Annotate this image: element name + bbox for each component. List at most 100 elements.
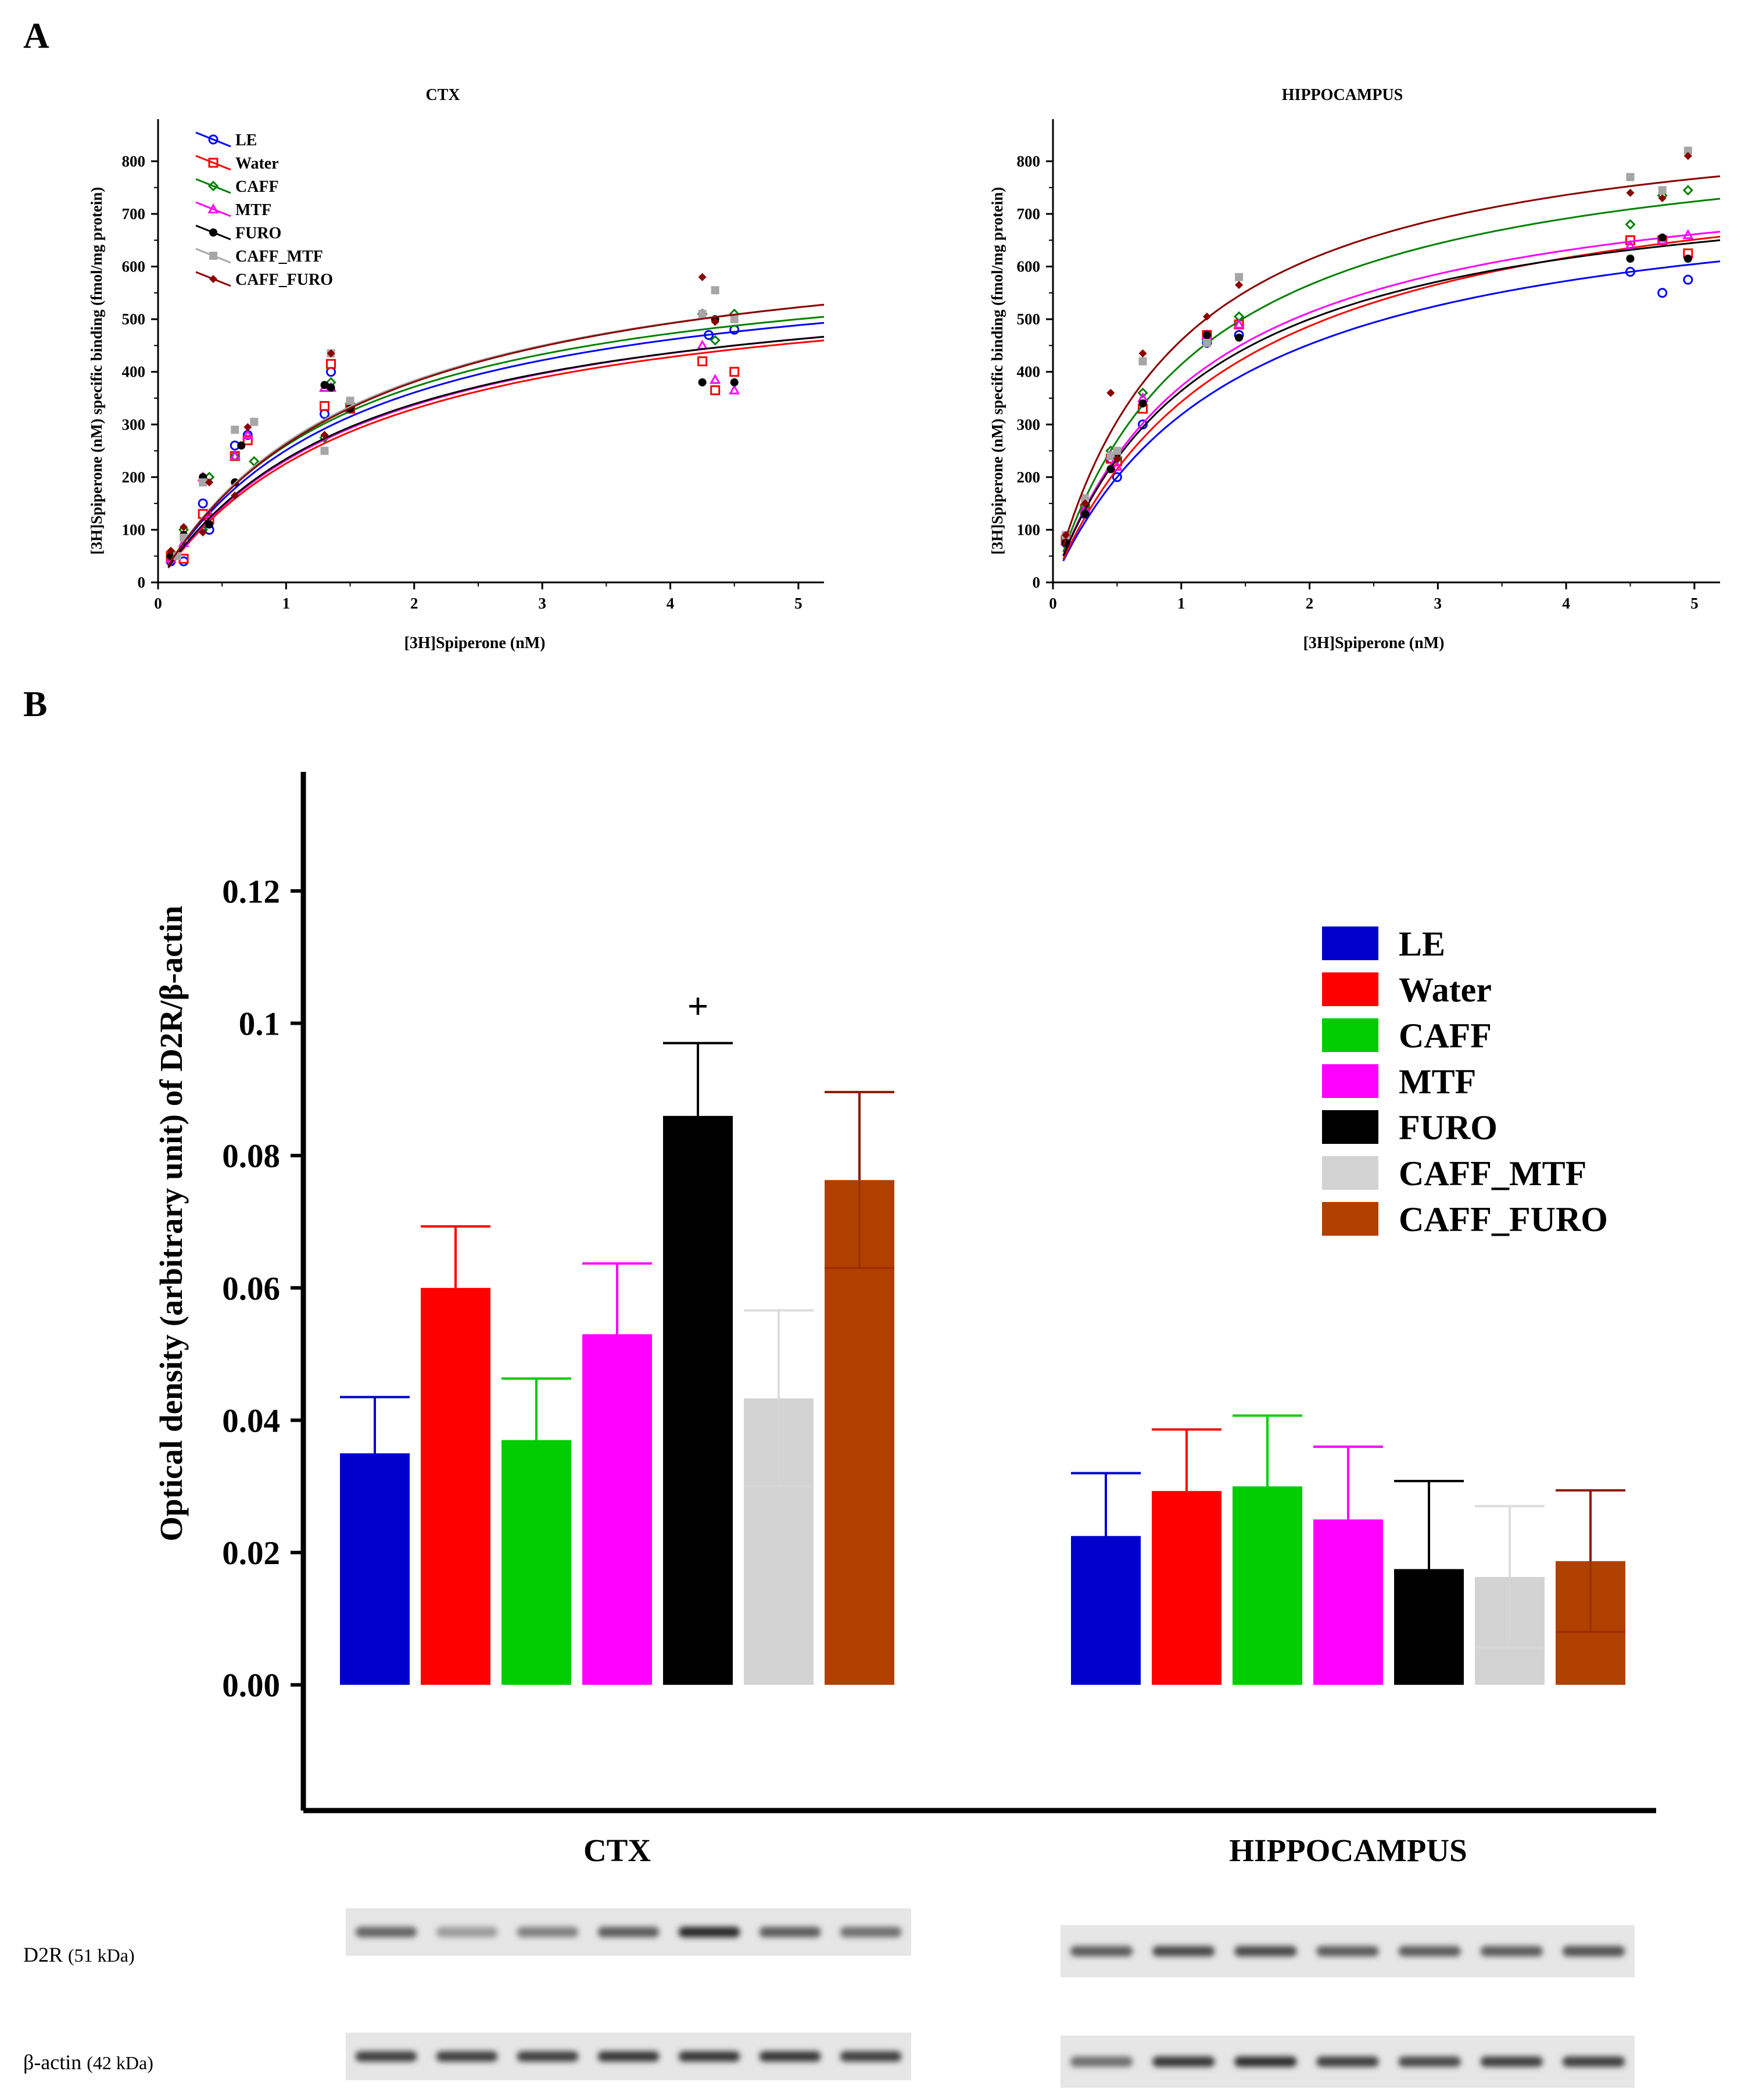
ctx-point-water: [729, 367, 740, 377]
ctx-point-caff_furo: [698, 273, 707, 281]
bar-legend-label-furo: FURO: [1399, 1108, 1498, 1147]
hip-y-tick-label: 200: [1017, 468, 1041, 486]
hip-x-tick-label: 4: [1562, 595, 1570, 612]
ctx-point-mtf: [710, 374, 721, 384]
hip-point-furo: [1106, 465, 1115, 474]
hippocampus-binding-plot: HIPPOCAMPUS [3H]Spiperone (nM) specific …: [988, 86, 1721, 652]
blot-band-ctx-d2r: [759, 1927, 821, 1937]
ctx-legend-marker: [209, 228, 217, 237]
bar-legend-swatch-water: [1322, 972, 1378, 1006]
hip-point-caff_mtf: [1235, 273, 1244, 281]
ctx-binding-plot: CTX [3H]Spiperone (nM) specific binding …: [88, 86, 825, 652]
bar-legend-label-caff: CAFF: [1399, 1017, 1492, 1055]
legend-label-caff_furo: CAFF_FURO: [235, 271, 333, 289]
bar-legend-swatch-caff: [1322, 1018, 1378, 1052]
hip-x-tick-label: 1: [1177, 595, 1185, 612]
ctx-point-water: [320, 401, 329, 412]
ctx-fit-curve-furo: [167, 336, 825, 568]
blot-band-hip-actin: [1234, 2056, 1297, 2067]
bar-legend-swatch-furo: [1322, 1110, 1378, 1144]
legend-label-caff_mtf: CAFF_MTF: [235, 248, 323, 266]
bar-y-tick-label: 0.1: [239, 1006, 280, 1043]
ctx-x-tick-label: 4: [667, 595, 675, 612]
bar-legend-label-caff_furo: CAFF_FURO: [1399, 1200, 1608, 1239]
ctx-y-tick-label: 300: [122, 416, 146, 433]
blot-band-ctx-actin: [517, 2051, 579, 2062]
ctx-point-caff_furo: [231, 491, 239, 500]
hip-point-caff_furo: [1106, 388, 1115, 397]
hip-point-caff_furo: [1658, 194, 1667, 202]
hip-point-caff_mtf: [1683, 146, 1692, 155]
hip-x-tick-label: 0: [1049, 595, 1057, 612]
blot-band-ctx-actin: [759, 2051, 821, 2062]
ctx-point-furo: [327, 383, 335, 392]
ctx-point-water: [697, 356, 708, 367]
bar-y-tick-label: 0.02: [222, 1535, 280, 1572]
hip-point-caff_furo: [1235, 281, 1244, 289]
blot-band-hip-actin: [1480, 2056, 1543, 2067]
actin-blot-size: (42 kDa): [87, 2052, 153, 2073]
hip-fit-curve-caff_furo: [1062, 175, 1721, 547]
ctx-point-mtf: [229, 450, 241, 460]
hip-x-tick-label: 2: [1306, 595, 1314, 612]
ctx-point-furo: [698, 378, 707, 387]
hip-point-caff_furo: [1138, 349, 1147, 358]
blot-band-ctx-d2r: [840, 1927, 902, 1937]
bar-y-tick-label: 0.08: [222, 1138, 280, 1175]
hip-point-le: [1683, 274, 1693, 285]
blot-band-hip-d2r: [1316, 1946, 1379, 1956]
ctx-legend-marker: [208, 134, 218, 145]
hip-x-axis-label: [3H]Spiperone (nM): [1303, 634, 1445, 652]
hip-point-caff_furo: [1081, 499, 1090, 508]
ctx-point-furo: [205, 520, 214, 529]
hip-point-caff_furo: [1626, 188, 1635, 197]
legend-label-caff: CAFF: [235, 178, 279, 196]
ctx-point-caff_mtf: [730, 315, 739, 324]
ctx-x-axis-label: [3H]Spiperone (nM): [404, 634, 546, 652]
hip-x-tick-label: 3: [1434, 595, 1442, 612]
hip-point-furo: [1658, 233, 1667, 242]
blot-band-ctx-actin: [597, 2051, 660, 2062]
hip-point-caff_mtf: [1138, 357, 1147, 366]
hip-point-caff_mtf: [1658, 186, 1667, 195]
ctx-point-caff_mtf: [320, 446, 329, 455]
ctx-point-caff_furo: [327, 349, 335, 358]
hip-point-furo: [1235, 333, 1244, 342]
legend-label-furo: FURO: [235, 224, 281, 242]
ctx-legend-marker: [207, 180, 219, 192]
ctx-point-caff_furo: [167, 546, 175, 555]
hip-point-caff_mtf: [1202, 338, 1211, 347]
hip-point-caff_furo: [1202, 312, 1211, 321]
hip-point-caff: [1625, 219, 1636, 230]
blot-band-ctx-actin: [436, 2051, 498, 2062]
ctx-legend-marker: [209, 252, 217, 260]
bar-legend-label-mtf: MTF: [1399, 1062, 1476, 1101]
blot-band-ctx-d2r: [436, 1927, 498, 1937]
ctx-y-tick-label: 500: [122, 310, 146, 328]
hip-point-le: [1625, 267, 1635, 277]
hip-point-caff_furo: [1683, 152, 1692, 160]
category-label-hippocampus: HIPPOCAMPUS: [1229, 1833, 1467, 1868]
blot-band-hip-actin: [1562, 2056, 1625, 2067]
hip-point-furo: [1202, 331, 1211, 339]
hip-point-mtf: [1624, 239, 1636, 250]
blot-band-ctx-actin: [355, 2051, 417, 2062]
d2r-blot-size: (51 kDa): [68, 1945, 135, 1966]
ctx-point-furo: [237, 441, 246, 450]
ctx-fit-curve-caff: [167, 316, 825, 566]
hip-point-le: [1112, 472, 1122, 482]
hip-y-tick-label: 600: [1017, 258, 1041, 276]
ctx-fit-curve-caff_furo: [167, 303, 825, 566]
blot-band-hip-d2r: [1562, 1946, 1625, 1956]
d2r-bar-chart: Optical density (arbitrary unit) of D2R/…: [153, 772, 1656, 1868]
hip-point-mtf: [1111, 460, 1123, 471]
ctx-x-tick-label: 3: [538, 595, 546, 612]
blot-band-ctx-d2r: [678, 1927, 740, 1937]
ctx-legend-line: [195, 201, 231, 217]
bar-legend-label-le: LE: [1399, 925, 1445, 963]
hip-point-caff_mtf: [1626, 173, 1635, 181]
blot-band-ctx-d2r: [597, 1927, 660, 1937]
bar-y-tick-label: 0.12: [222, 874, 280, 910]
ctx-fit-curve-water: [167, 339, 825, 569]
ctx-y-tick-label: 0: [138, 574, 146, 591]
